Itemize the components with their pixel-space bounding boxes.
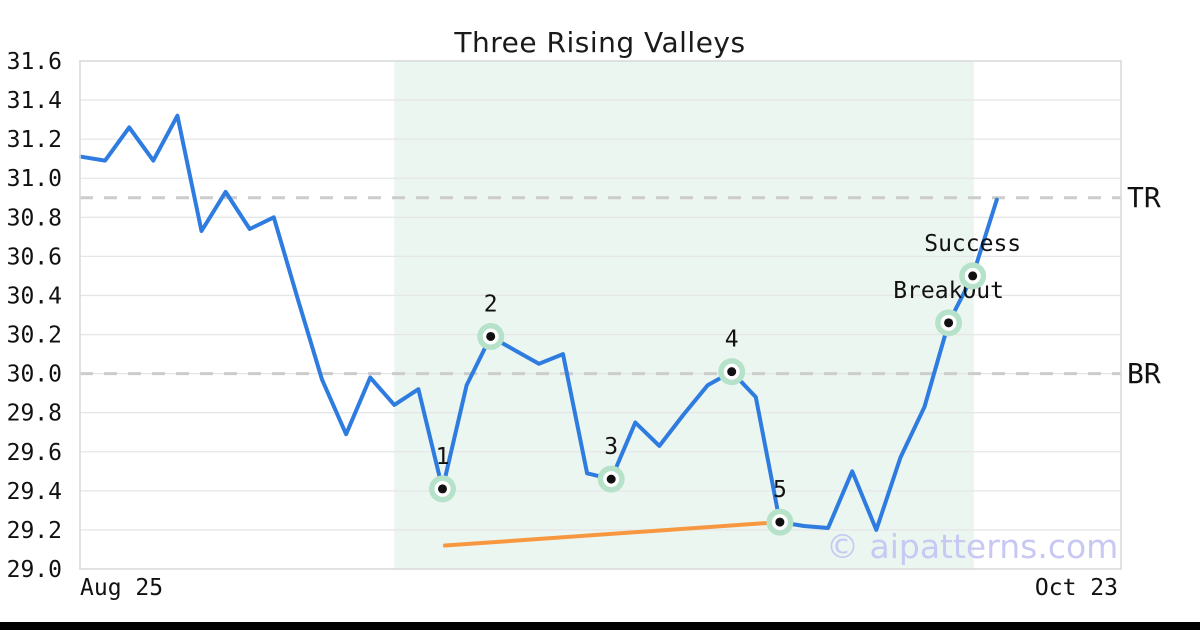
marker-dot <box>944 318 954 328</box>
y-tick-label: 31.4 <box>7 88 62 114</box>
y-tick-label: 29.4 <box>7 479 62 505</box>
marker-dot <box>775 517 785 527</box>
marker-label: 4 <box>725 327 739 353</box>
y-tick-label: 29.2 <box>7 518 62 544</box>
y-tick-label: 31.2 <box>7 127 62 153</box>
marker-dot <box>486 331 496 341</box>
y-tick-label: 30.8 <box>7 205 62 231</box>
y-tick-label: 30.2 <box>7 323 62 349</box>
x-tick-start: Aug 25 <box>80 575 164 601</box>
marker-dot <box>606 474 616 484</box>
marker-label: 1 <box>436 444 450 470</box>
y-tick-label: 29.6 <box>7 440 62 466</box>
level-label-tr: TR <box>1127 181 1161 214</box>
level-label-br: BR <box>1127 357 1161 390</box>
marker-dot <box>438 484 447 494</box>
bottom-bar <box>0 622 1200 630</box>
y-tick-label: 29.0 <box>7 557 62 583</box>
marker-label: Success <box>924 231 1021 257</box>
chart-title: Three Rising Valleys <box>454 26 746 59</box>
y-tick-label: 30.4 <box>7 283 62 309</box>
support-trendline <box>442 520 782 548</box>
marker-label: 3 <box>604 434 618 460</box>
pattern-zone <box>394 61 974 569</box>
y-tick-label: 30.6 <box>7 244 62 270</box>
y-tick-label: 29.8 <box>7 401 62 427</box>
watermark: © aipatterns.com <box>826 527 1119 566</box>
x-tick-end: Oct 23 <box>1034 575 1118 601</box>
marker-label: BreakOut <box>893 278 1004 304</box>
marker-dot <box>968 271 978 281</box>
y-tick-label: 30.0 <box>7 362 62 388</box>
marker-label: 2 <box>484 291 498 317</box>
y-tick-label: 31.6 <box>7 49 62 75</box>
price-line <box>79 113 999 532</box>
marker-label: 5 <box>773 477 787 503</box>
plot-border <box>79 60 1122 570</box>
y-tick-label: 31.0 <box>7 166 62 192</box>
marker-dot <box>727 367 737 377</box>
